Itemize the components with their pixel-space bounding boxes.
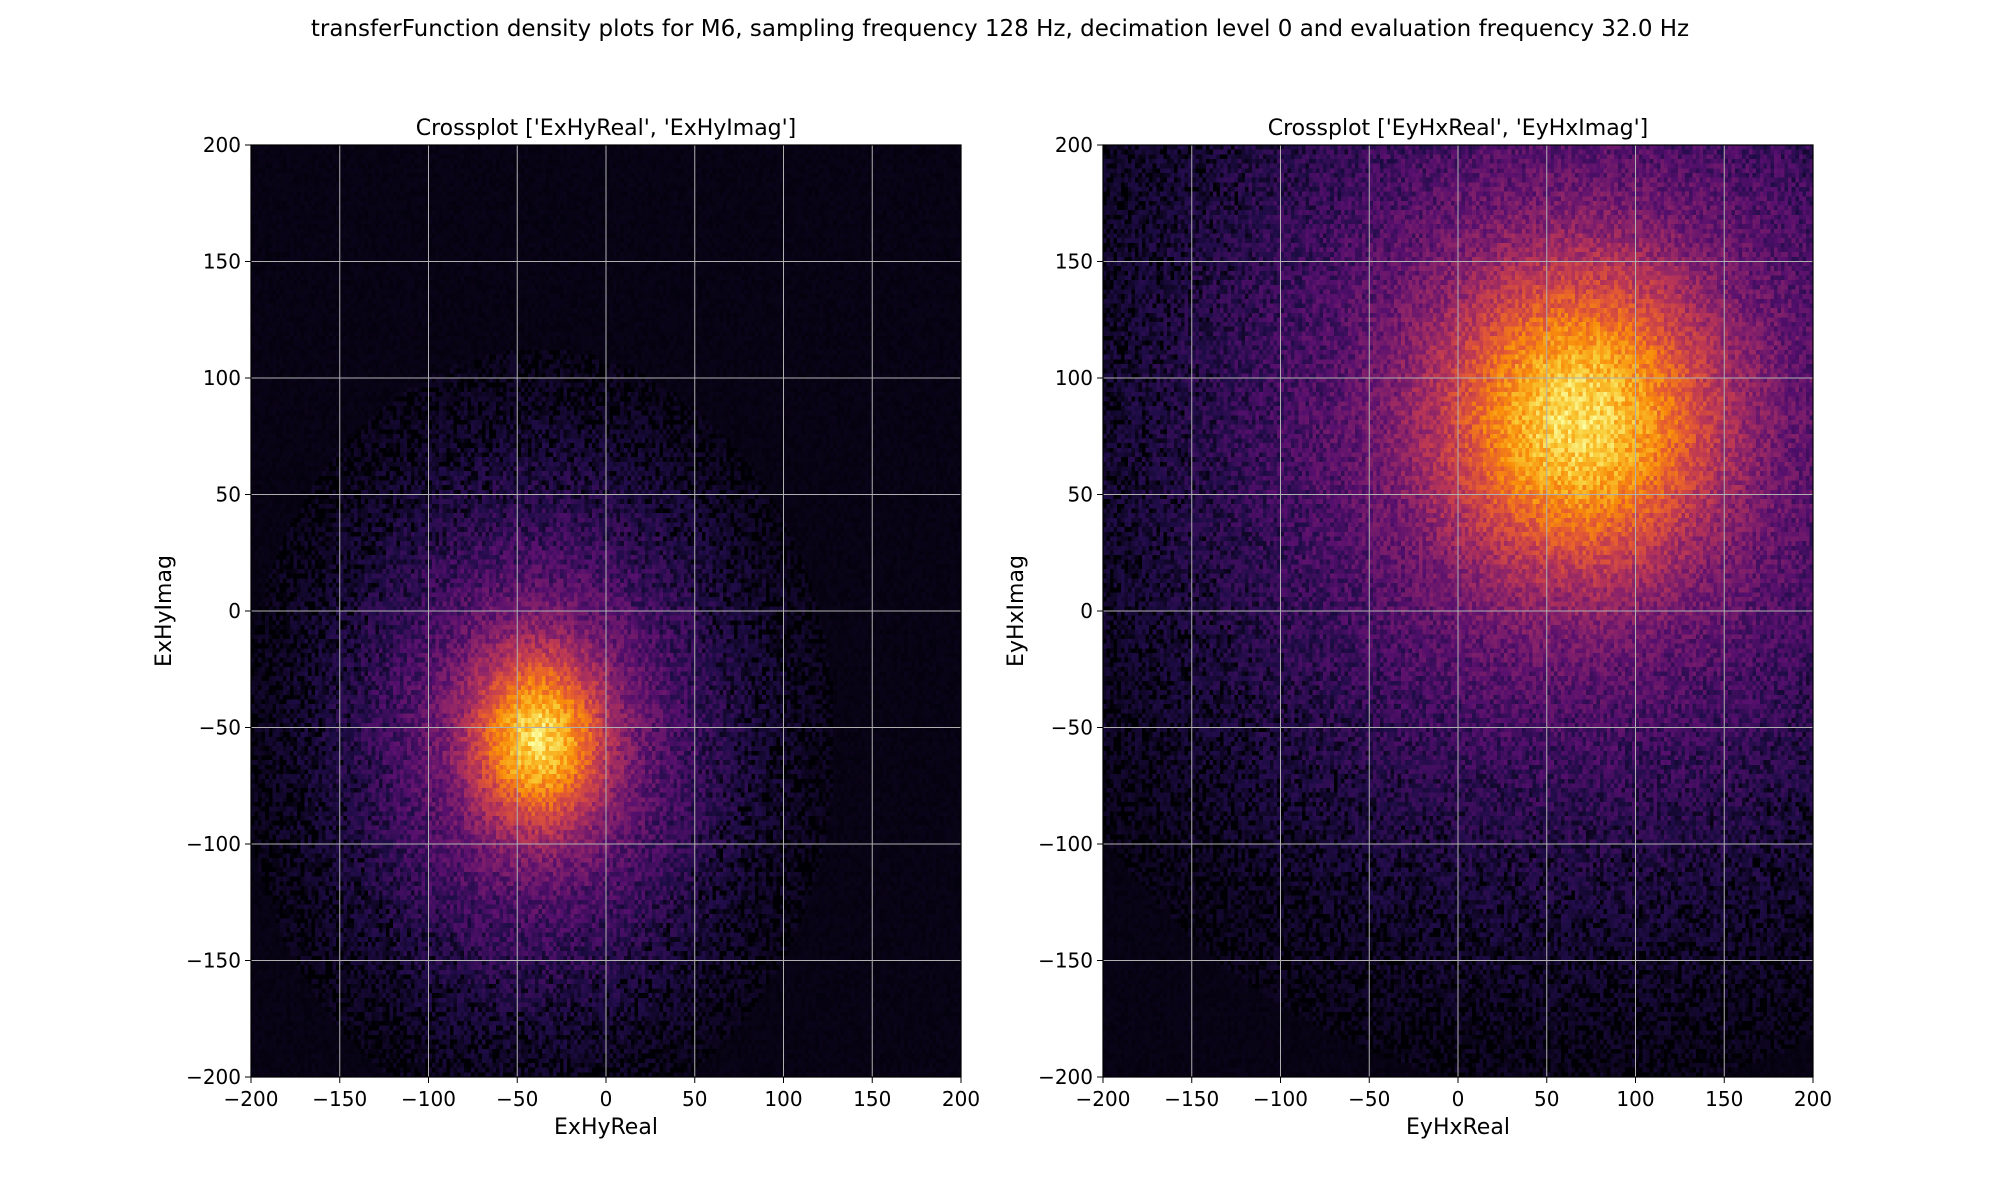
chart-2-xtick-label-5: 50 [1534,1087,1559,1111]
chart-1-ytick-label-4: 0 [228,599,241,623]
chart-2-xtick-label-8: 200 [1794,1087,1832,1111]
figure-suptitle: transferFunction density plots for M6, s… [310,16,1690,42]
chart-1-ylabel: ExHyImag [152,555,177,667]
chart-1-xtick-label-7: 150 [853,1087,891,1111]
chart-2-xtick-label-1: −150 [1164,1087,1219,1111]
chart-2-ytick-label-4: 0 [1080,599,1093,623]
chart-2-xtick-label-7: 150 [1705,1087,1743,1111]
chart-1-ytick-label-5: 50 [216,483,241,507]
chart-2-ytick-label-7: 150 [1055,250,1093,274]
chart-2-title: Crossplot ['EyHxReal', 'EyHxImag'] [1268,116,1649,141]
chart-1-xtick-label-1: −150 [312,1087,367,1111]
chart-2-xtick-label-4: 0 [1452,1087,1465,1111]
chart-1-xtick-label-3: −50 [496,1087,538,1111]
chart-1-xtick-label-6: 100 [764,1087,802,1111]
chart-2-ylabel: EyHxImag [1004,555,1029,667]
chart-2-ytick-label-0: −200 [1038,1065,1093,1089]
chart-1-xtick-label-0: −200 [224,1087,279,1111]
chart-2: −200 −150 −100 −50 0 50 100 150 200 −200 −150 −100 −… [1004,116,1832,1140]
chart-1-ytick-label-2: −100 [186,832,241,856]
chart-2-xtick-label-6: 100 [1616,1087,1654,1111]
chart-2-xtick-label-0: −200 [1076,1087,1131,1111]
chart-1-xtick-label-5: 50 [682,1087,707,1111]
chart-1-xlabel: ExHyReal [554,1115,658,1140]
chart-1-ytick-label-8: 200 [203,133,241,157]
chart-1-ytick-label-1: −150 [186,949,241,973]
chart-1-ytick-label-0: −200 [186,1065,241,1089]
chart-2-ytick-label-3: −50 [1051,716,1093,740]
chart-2-ytick-label-2: −100 [1038,832,1093,856]
chart-2-xtick-label-2: −100 [1253,1087,1308,1111]
chart-2-ytick-label-1: −150 [1038,949,1093,973]
chart-2-xlabel: EyHxReal [1406,1115,1510,1140]
chart-1-xtick-label-8: 200 [942,1087,980,1111]
chart-1-xtick-label-2: −100 [401,1087,456,1111]
chart-1-xtick-label-4: 0 [600,1087,613,1111]
chart-1: −200 −150 −100 −50 0 50 100 150 200 −200 −150 −100 −… [152,116,980,1140]
chart-1-ytick-label-3: −50 [199,716,241,740]
chart-2-xtick-label-3: −50 [1348,1087,1390,1111]
chart-1-ytick-label-6: 100 [203,366,241,390]
chart-2-ytick-label-6: 100 [1055,366,1093,390]
chart-1-title: Crossplot ['ExHyReal', 'ExHyImag'] [416,116,797,141]
chart-1-ytick-label-7: 150 [203,250,241,274]
chart-2-ytick-label-8: 200 [1055,133,1093,157]
chart-2-ytick-label-5: 50 [1068,483,1093,507]
